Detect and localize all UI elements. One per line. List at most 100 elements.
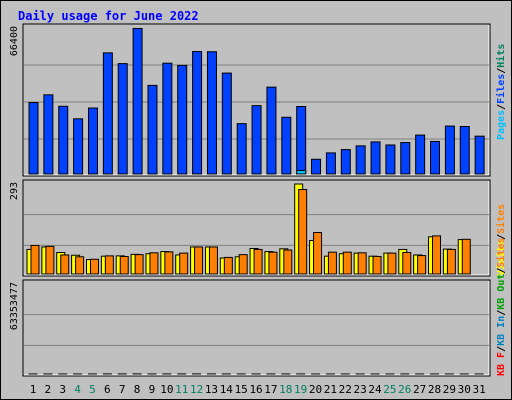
bar-files-16 xyxy=(251,105,262,175)
x-tick-label-4: 4 xyxy=(74,383,81,396)
bar-sites-2 xyxy=(45,245,55,275)
y-max-label: 293 xyxy=(9,182,20,200)
legend-entry: Files xyxy=(495,74,507,104)
x-tick-label-16: 16 xyxy=(249,383,262,396)
x-tick-label-31: 31 xyxy=(473,383,486,396)
x-tick-label-26: 26 xyxy=(398,383,411,396)
legend-hits-files-pages: Pages/Files/Hits xyxy=(495,44,507,140)
bar-sites-11 xyxy=(179,252,189,275)
legend-visits-sites: Visits/Sites xyxy=(495,204,507,276)
x-tick-label-1: 1 xyxy=(30,383,37,396)
chart-title: Daily usage for June 2022 xyxy=(18,9,199,23)
x-tick-label-30: 30 xyxy=(458,383,471,396)
bar-sites-10 xyxy=(164,251,174,275)
bar-pages-19 xyxy=(296,169,307,175)
bar-sites-14 xyxy=(223,256,233,275)
legend-entry: Visits xyxy=(495,240,507,276)
bar-files-30 xyxy=(459,126,470,175)
legend-entry: KB In xyxy=(496,316,507,346)
bar-files-9 xyxy=(147,84,158,175)
legend-entry: Pages xyxy=(496,110,507,140)
bar-sites-6 xyxy=(104,255,114,275)
panel-kbytes: 63353477 xyxy=(9,279,491,377)
bar-files-10 xyxy=(162,62,173,175)
bar-sites-18 xyxy=(283,249,293,275)
bar-files-18 xyxy=(281,116,292,175)
bar-files-28 xyxy=(430,140,441,175)
x-tick-label-24: 24 xyxy=(368,383,382,396)
bar-files-7 xyxy=(117,63,128,175)
bar-files-4 xyxy=(73,118,84,175)
legend-entry: KB F xyxy=(496,352,507,376)
bar-sites-30 xyxy=(461,238,471,275)
x-tick-label-9: 9 xyxy=(149,383,156,396)
bar-files-19 xyxy=(296,105,307,175)
bar-files-21 xyxy=(325,152,336,175)
x-tick-label-3: 3 xyxy=(59,383,66,396)
y-max-label: 66400 xyxy=(9,26,20,56)
legend-entry: Sites xyxy=(495,204,507,234)
bar-files-8 xyxy=(132,27,143,175)
bar-files-29 xyxy=(444,125,455,175)
legend-entry: Hits xyxy=(495,44,507,68)
bar-files-2 xyxy=(43,94,54,175)
bar-files-31 xyxy=(474,135,485,175)
bar-sites-1 xyxy=(30,244,40,275)
bar-sites-12 xyxy=(194,246,204,275)
x-tick-label-12: 12 xyxy=(190,383,203,396)
bar-sites-27 xyxy=(417,255,427,275)
bar-files-17 xyxy=(266,86,277,175)
bar-files-24 xyxy=(370,141,381,175)
x-tick-label-20: 20 xyxy=(309,383,322,396)
bar-sites-26 xyxy=(402,251,412,275)
bar-files-5 xyxy=(87,107,98,175)
legend-entry: / xyxy=(496,310,507,316)
legend-entry: / xyxy=(496,104,507,110)
bar-sites-17 xyxy=(268,251,278,275)
x-tick-label-11: 11 xyxy=(175,383,188,396)
bar-files-27 xyxy=(415,134,426,175)
bar-sites-7 xyxy=(119,255,129,275)
x-tick-label-25: 25 xyxy=(383,383,396,396)
bar-sites-13 xyxy=(208,246,218,275)
x-tick-label-2: 2 xyxy=(45,383,52,396)
legend-entry: Sites xyxy=(495,237,507,267)
x-tick-label-23: 23 xyxy=(354,383,367,396)
x-tick-label-28: 28 xyxy=(428,383,441,396)
x-tick-label-29: 29 xyxy=(443,383,456,396)
bar-files-13 xyxy=(206,51,217,175)
x-tick-label-13: 13 xyxy=(205,383,218,396)
bar-sites-20 xyxy=(313,232,323,275)
bar-files-26 xyxy=(400,142,411,175)
legend-entry: KB Out xyxy=(496,274,507,310)
x-tick-label-18: 18 xyxy=(279,383,292,396)
legend-entry: / xyxy=(496,268,507,274)
x-tick-label-21: 21 xyxy=(324,383,337,396)
x-tick-label-15: 15 xyxy=(235,383,248,396)
x-tick-label-7: 7 xyxy=(119,383,126,396)
bar-sites-4 xyxy=(75,256,85,275)
legend-kbytes: KB F/KB In/KB Out/Sites xyxy=(495,237,507,376)
bar-sites-23 xyxy=(357,252,367,275)
bar-sites-24 xyxy=(372,255,382,275)
bar-files-20 xyxy=(311,158,322,175)
bar-sites-16 xyxy=(253,248,263,275)
bar-sites-21 xyxy=(327,251,337,275)
legend-entry: / xyxy=(496,346,507,352)
legend-entry: / xyxy=(496,68,507,74)
x-tick-label-17: 17 xyxy=(264,383,277,396)
legend-text: Visits/Sites xyxy=(495,204,507,276)
x-tick-label-8: 8 xyxy=(134,383,141,396)
bar-sites-19 xyxy=(298,189,308,275)
bar-files-6 xyxy=(102,52,113,175)
bar-files-22 xyxy=(340,149,351,175)
x-tick-label-5: 5 xyxy=(89,383,96,396)
bar-sites-25 xyxy=(387,252,397,275)
bar-sites-9 xyxy=(149,252,159,275)
bar-files-12 xyxy=(192,51,203,175)
legend-text: KB F/KB In/KB Out/Sites xyxy=(495,237,507,376)
x-tick-label-14: 14 xyxy=(220,383,234,396)
bar-files-23 xyxy=(355,145,366,175)
